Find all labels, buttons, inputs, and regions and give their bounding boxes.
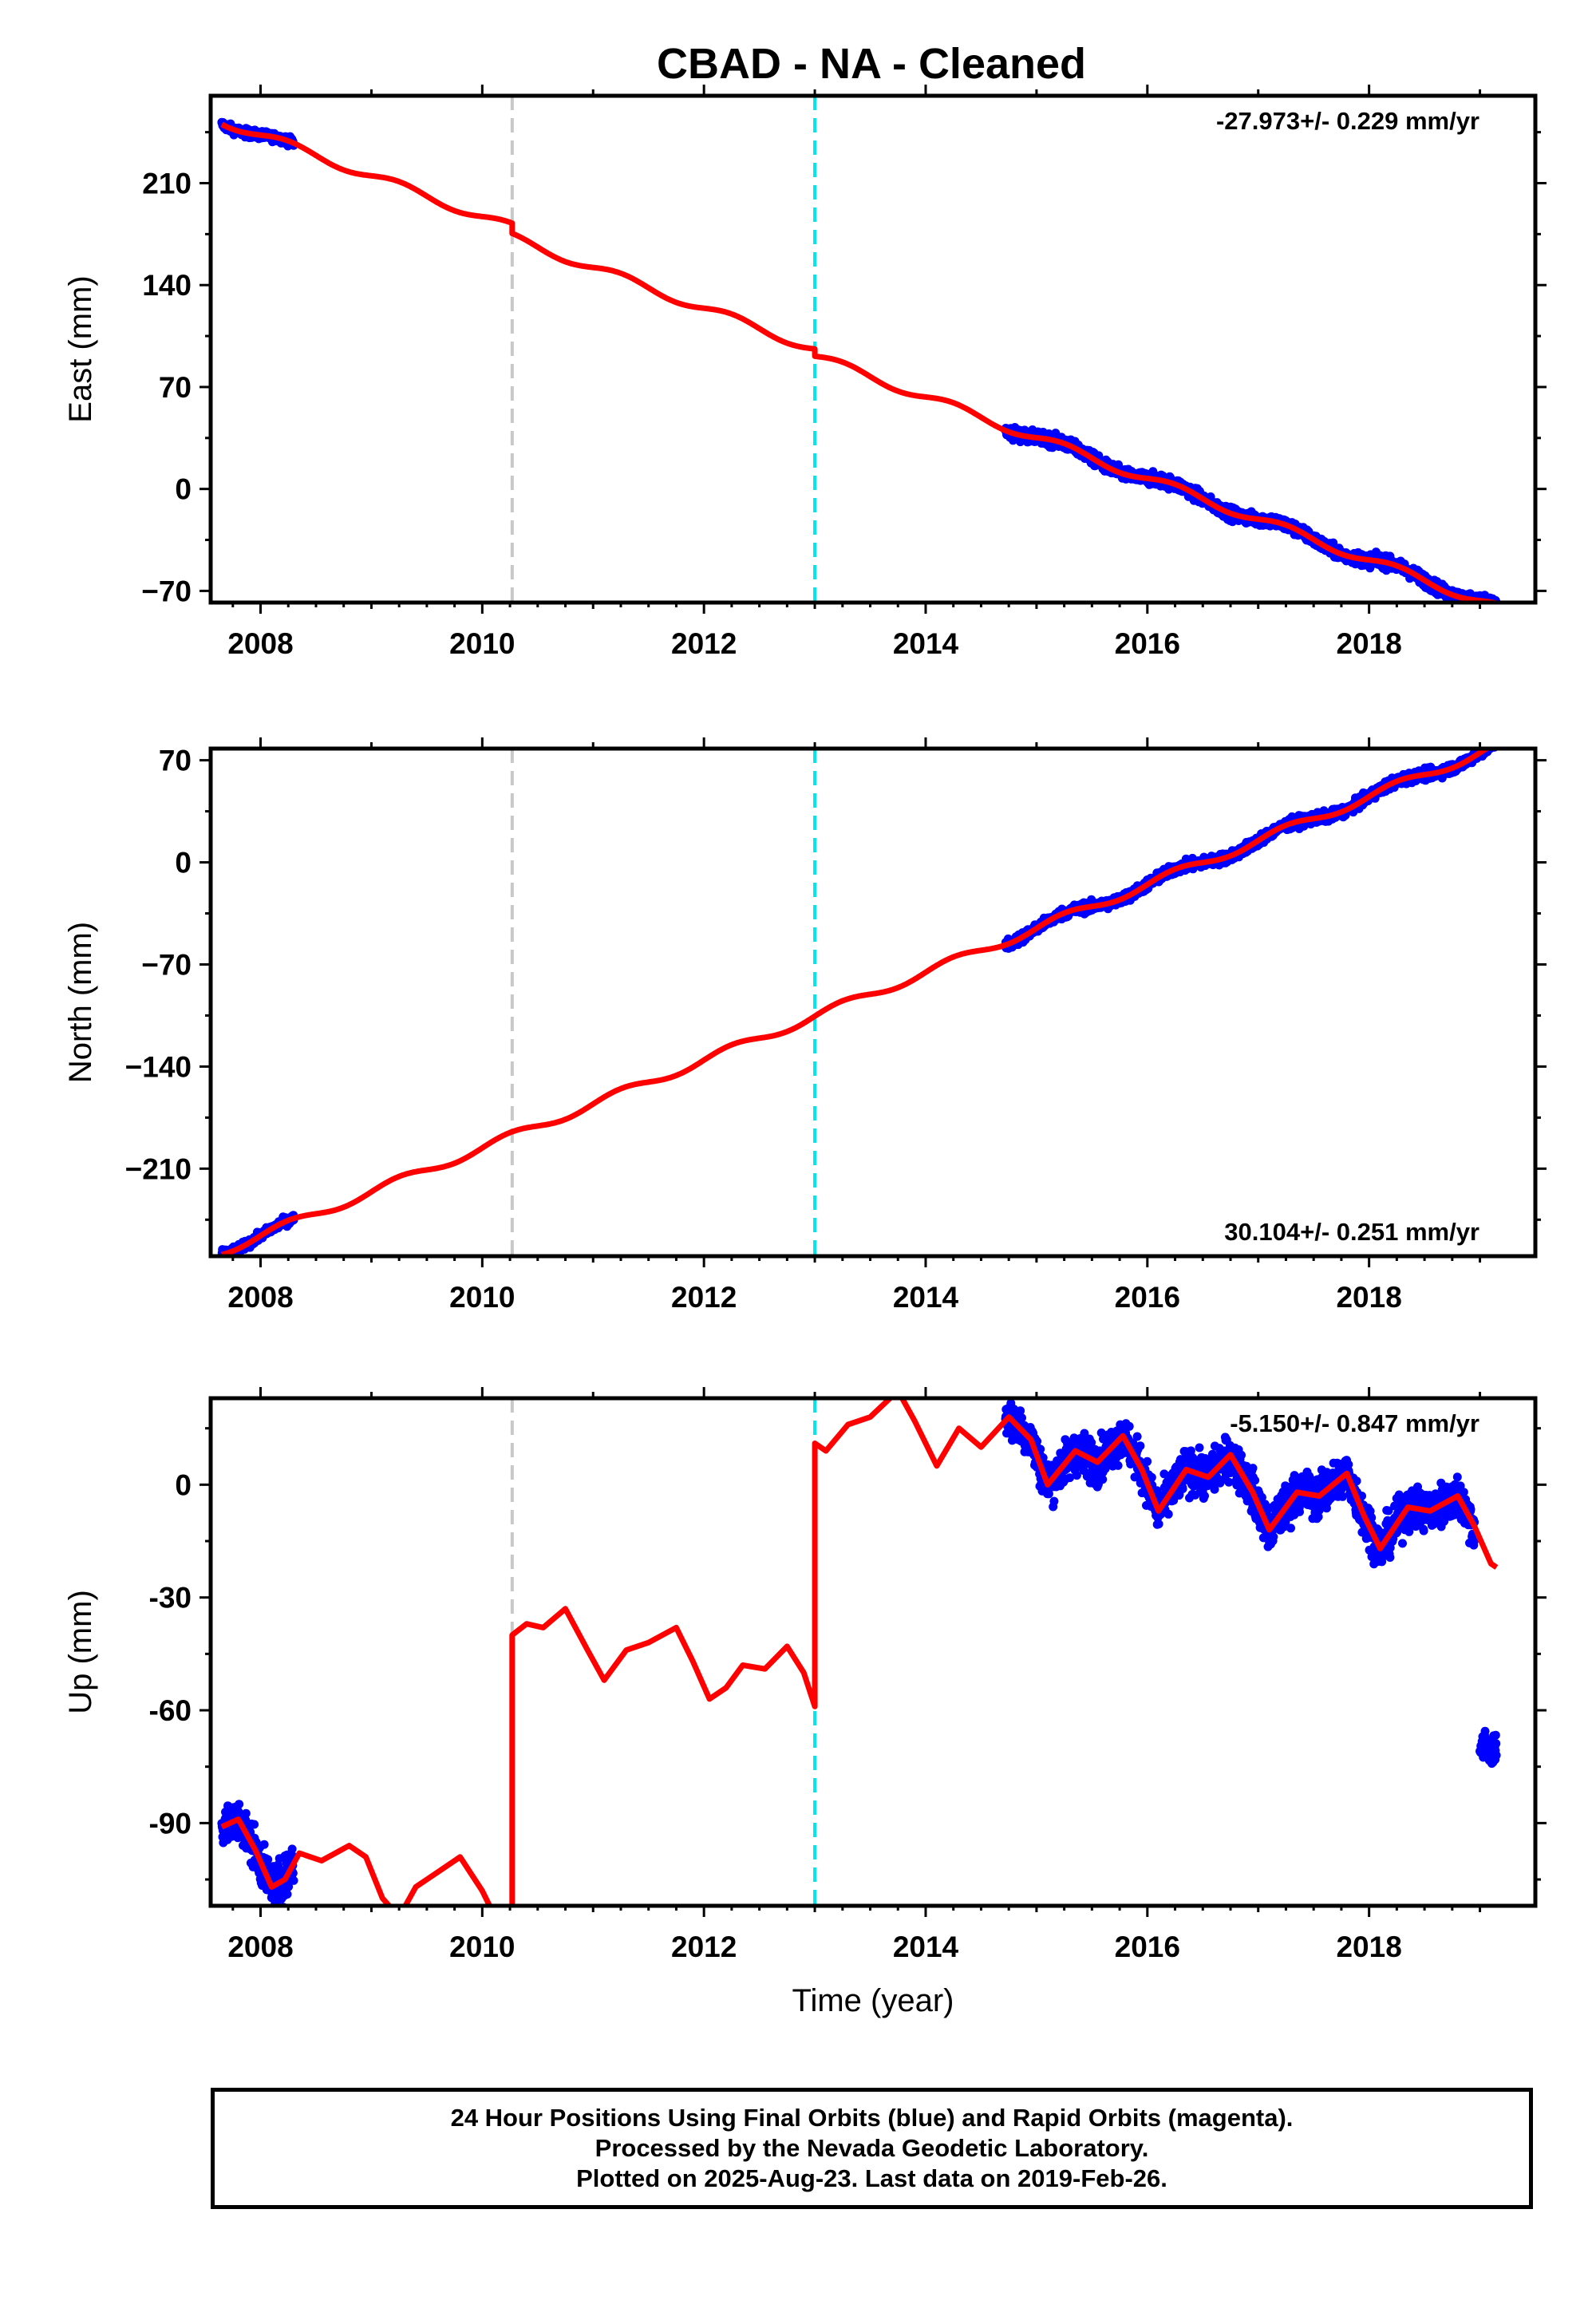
y-tick-label: −210 — [125, 1152, 192, 1185]
x-tick-label: 2016 — [1115, 1281, 1180, 1314]
chart-title: CBAD - NA - Cleaned — [657, 40, 1086, 88]
observation-point — [235, 1800, 244, 1809]
observation-point — [1237, 1450, 1246, 1460]
velocity-label: -27.973+/- 0.229 mm/yr — [1216, 107, 1479, 135]
y-tick-label: 70 — [159, 371, 192, 404]
x-tick-label: 2010 — [449, 1281, 515, 1314]
observation-point — [1491, 738, 1499, 747]
observation-point — [241, 1808, 251, 1818]
observation-point — [1195, 1443, 1204, 1452]
observation-point — [289, 1875, 298, 1885]
observation-point — [1124, 1421, 1134, 1431]
observation-point — [1491, 735, 1499, 744]
y-tick-label: 140 — [142, 269, 192, 302]
observation-point — [1488, 738, 1497, 747]
velocity-label: 30.104+/- 0.251 mm/yr — [1224, 1218, 1479, 1246]
y-axis-label: North (mm) — [63, 922, 98, 1083]
observation-point — [1248, 1464, 1258, 1473]
x-tick-label: 2012 — [671, 1281, 737, 1314]
observation-point — [1132, 1432, 1142, 1441]
x-tick-label: 2014 — [893, 1281, 959, 1314]
y-tick-label: 210 — [142, 167, 192, 200]
y-tick-label: 0 — [175, 473, 192, 506]
observation-point — [1482, 738, 1491, 747]
observation-point — [259, 1840, 269, 1849]
y-axis-label: East (mm) — [63, 275, 98, 422]
observation-point — [1486, 737, 1495, 746]
observation-point — [1491, 738, 1499, 747]
observation-point — [1487, 737, 1496, 746]
model-fit-line — [219, 749, 1492, 1256]
observation-point — [1143, 1456, 1152, 1466]
plot-area — [217, 96, 1501, 603]
plot-area — [217, 1398, 1501, 1906]
y-tick-label: 0 — [175, 847, 192, 879]
observation-points — [217, 1398, 1501, 1906]
observation-point — [1136, 1441, 1145, 1451]
observation-point — [1017, 1413, 1026, 1423]
observation-point — [250, 1820, 259, 1829]
plot-frame — [208, 93, 1538, 605]
observation-point — [1113, 1460, 1123, 1470]
observation-point — [1154, 1520, 1163, 1529]
observation-point — [1489, 739, 1498, 748]
observation-point — [282, 1890, 292, 1899]
model-fit-line — [219, 121, 1499, 603]
x-tick-label: 2018 — [1336, 1281, 1401, 1314]
observation-point — [1163, 1509, 1173, 1519]
x-tick-label: 2010 — [449, 627, 515, 660]
observation-point — [1250, 1476, 1260, 1485]
observation-point — [1178, 1484, 1187, 1493]
panel-north: −210 −140 −70 0 70 2008 2010 2012 2014 2016 2018 No… — [63, 735, 1547, 1314]
plot-frame — [208, 746, 1538, 1259]
observation-point — [1487, 738, 1495, 747]
y-tick-label: 70 — [159, 745, 192, 777]
x-tick-label: 2016 — [1115, 627, 1180, 660]
y-tick-label: −140 — [125, 1050, 192, 1083]
observation-point — [1200, 1491, 1209, 1500]
observation-point — [1487, 738, 1496, 747]
y-tick-label: −70 — [141, 948, 192, 981]
panel-east: −70 0 70 140 210 2008 2010 2012 2014 2016 2018 East… — [63, 85, 1547, 660]
x-tick-label: 2008 — [227, 627, 293, 660]
x-tick-label: 2018 — [1336, 627, 1401, 660]
observation-point — [1049, 1496, 1059, 1506]
x-tick-label: 2012 — [671, 627, 737, 660]
observation-point — [287, 1844, 297, 1854]
x-tick-label: 2008 — [227, 1281, 293, 1314]
y-tick-label: −70 — [141, 575, 192, 607]
x-tick-label: 2014 — [893, 627, 959, 660]
plot-area — [217, 735, 1499, 1256]
